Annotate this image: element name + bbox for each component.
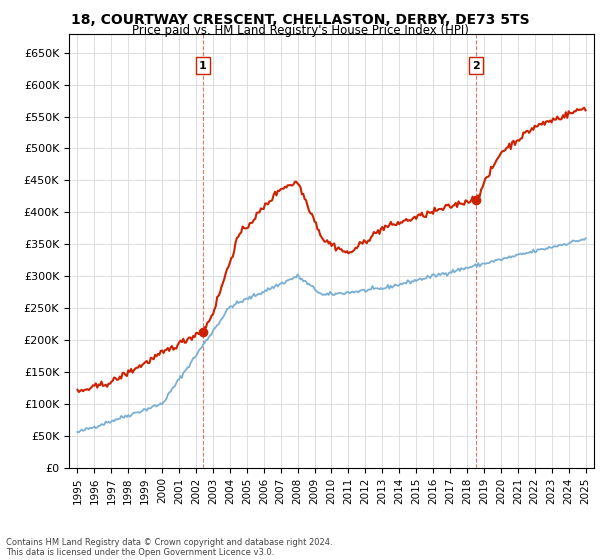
Text: 1: 1: [199, 60, 207, 71]
Text: 2: 2: [472, 60, 479, 71]
Text: 18, COURTWAY CRESCENT, CHELLASTON, DERBY, DE73 5TS: 18, COURTWAY CRESCENT, CHELLASTON, DERBY…: [71, 13, 529, 27]
Text: Contains HM Land Registry data © Crown copyright and database right 2024.
This d: Contains HM Land Registry data © Crown c…: [6, 538, 332, 557]
Text: Price paid vs. HM Land Registry's House Price Index (HPI): Price paid vs. HM Land Registry's House …: [131, 24, 469, 37]
